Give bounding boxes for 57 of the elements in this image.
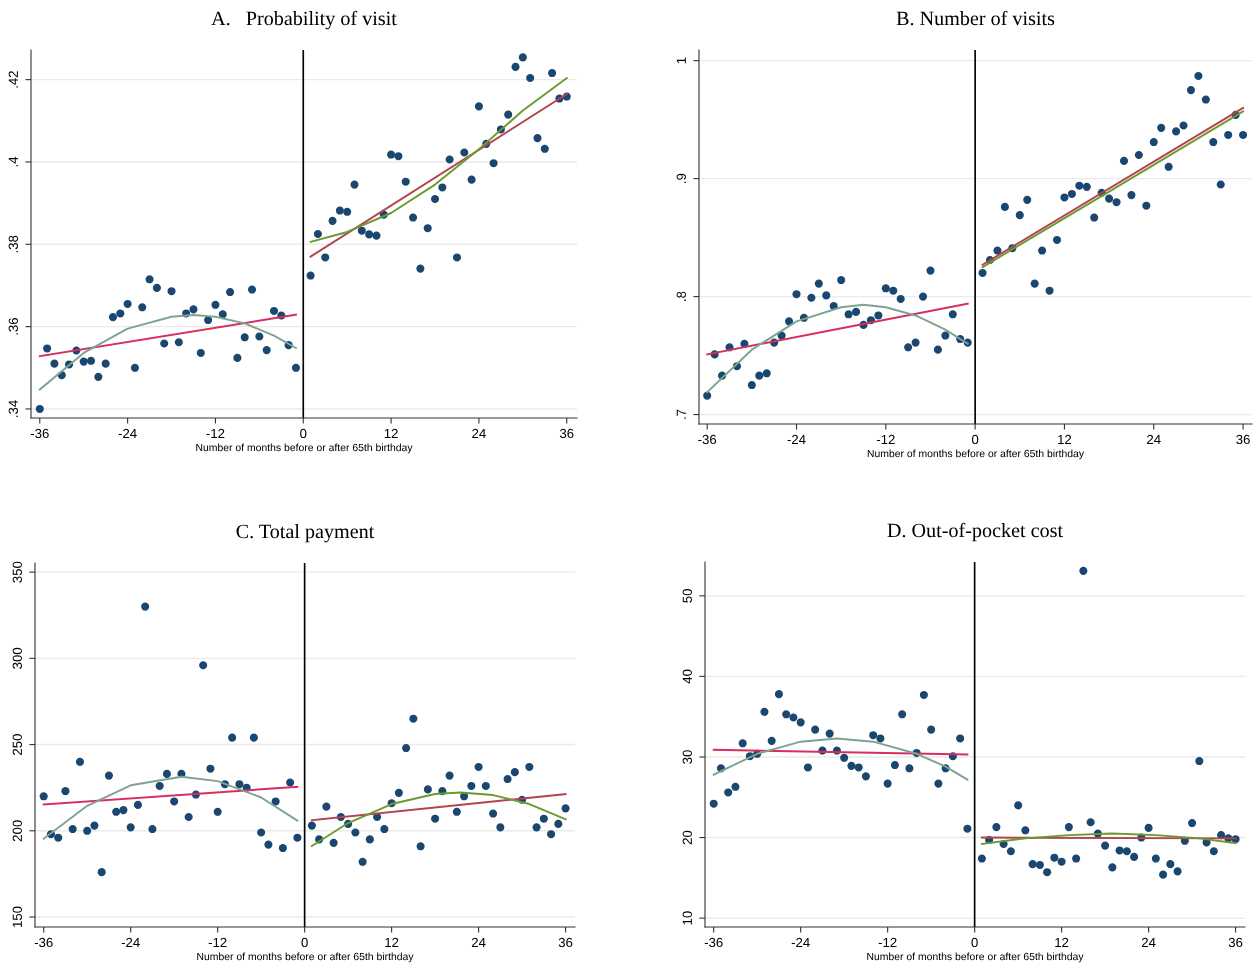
x-tick-label: -24	[118, 428, 137, 438]
y-tick-label: 150	[12, 906, 22, 927]
chart-title: B. Number of visits	[896, 10, 1055, 26]
y-tick-label: 40	[682, 669, 692, 684]
y-tick-label: .34	[8, 400, 18, 417]
x-tick-label: -24	[791, 937, 810, 947]
x-tick-label: 36	[1228, 937, 1243, 948]
y-tick-label: 50	[682, 589, 692, 603]
x-tick-label: 0	[971, 434, 979, 445]
x-tick-label: 24	[471, 937, 486, 947]
x-tick-label: -12	[208, 937, 227, 947]
y-tick-label: 20	[682, 830, 692, 845]
x-tick-label: 36	[559, 428, 574, 439]
x-axis-title: Number of months before or after 65th birthday	[867, 449, 1085, 460]
y-tick-label: .42	[8, 71, 18, 88]
x-tick-label: 12	[1058, 434, 1072, 444]
y-tick-label: 10	[682, 911, 692, 925]
y-tick-label: .4	[8, 156, 18, 167]
x-tick-label: -24	[121, 937, 140, 947]
y-tick-label: .7	[676, 409, 686, 419]
x-tick-label: 36	[558, 937, 573, 948]
chart-title: A. Probability of visit	[211, 10, 397, 30]
y-tick-label: 350	[12, 561, 22, 583]
y-tick-label: 200	[12, 820, 22, 842]
y-tick-label: 1	[676, 57, 686, 64]
x-tick-label: 12	[385, 937, 399, 947]
y-tick-label: 30	[682, 750, 692, 764]
x-tick-label: 0	[971, 937, 978, 948]
x-tick-label: 36	[1236, 434, 1250, 445]
chart-title: C. Total payment	[236, 524, 375, 543]
x-tick-label: 24	[472, 428, 486, 438]
y-tick-label: .36	[8, 318, 18, 335]
x-axis-title: Number of months before or after 65th birthday	[867, 952, 1084, 963]
x-tick-label: 0	[300, 428, 307, 439]
y-tick-label: 250	[12, 734, 22, 755]
line-series	[310, 791, 567, 847]
y-tick-label: 300	[12, 647, 22, 669]
chart-title: D. Out-of-pocket cost	[887, 522, 1063, 542]
x-tick-label: 24	[1147, 434, 1161, 444]
x-tick-label: -36	[30, 428, 49, 439]
x-tick-label: 0	[301, 937, 308, 948]
x-tick-label: -36	[34, 937, 53, 948]
x-tick-label: 24	[1141, 937, 1156, 947]
line-series	[309, 77, 568, 243]
x-tick-label: -24	[787, 434, 806, 444]
x-tick-label: -12	[878, 937, 897, 947]
y-tick-label: .9	[676, 173, 686, 183]
x-tick-label: -12	[876, 434, 895, 444]
x-axis-title: Number of months before or after 65th birthday	[197, 952, 414, 963]
x-tick-label: 12	[1055, 937, 1069, 947]
x-tick-label: -12	[206, 428, 225, 438]
y-tick-label: .38	[8, 235, 18, 253]
x-tick-label: -36	[704, 937, 723, 948]
x-tick-label: 12	[384, 428, 398, 438]
x-axis-title: Number of months before or after 65th birthday	[196, 443, 413, 454]
y-tick-label: .8	[676, 291, 686, 301]
x-tick-label: -36	[698, 434, 717, 445]
